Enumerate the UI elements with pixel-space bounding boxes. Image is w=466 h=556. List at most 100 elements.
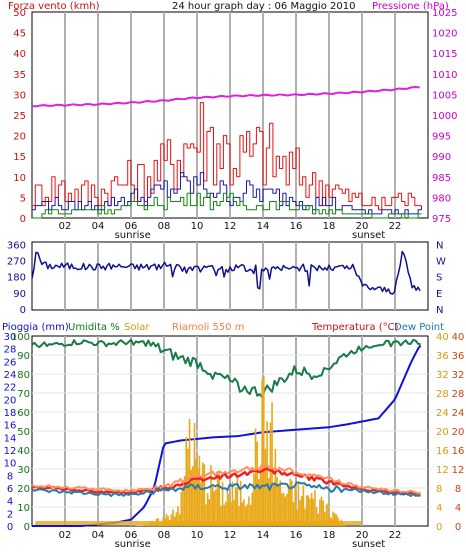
- weather-panel-x-tick: 04: [92, 530, 105, 541]
- pressure-y-tick: 1015: [432, 49, 457, 60]
- solar-bar: [279, 480, 282, 526]
- solar-y-tick: 28: [436, 389, 449, 400]
- humidity-y-tick: 100: [11, 332, 30, 343]
- solar-y-tick: 36: [436, 351, 449, 362]
- weather-panel-x-tick: 20: [356, 530, 369, 541]
- graph-title: 24 hour graph day : 06 Maggio 2010: [172, 1, 355, 12]
- solar-bar: [274, 449, 277, 526]
- wind-panel-x-tick: 20: [356, 221, 369, 232]
- solar-bar: [335, 514, 338, 526]
- solar-bar: [178, 514, 181, 526]
- wind-y-tick: 45: [13, 29, 26, 40]
- solar-bar: [188, 419, 191, 526]
- direction-y-tick: 0: [20, 305, 26, 316]
- rain-y-tick: 20: [4, 395, 17, 406]
- solar-y-tick: 20: [436, 427, 449, 438]
- solar-bar: [223, 504, 225, 526]
- solar-bar: [253, 473, 255, 526]
- wind-y-tick: 20: [13, 132, 26, 143]
- pressure-y-tick: 985: [432, 173, 451, 184]
- solar-bar: [333, 513, 336, 526]
- solar-bar: [305, 495, 308, 526]
- solar-bar: [228, 494, 230, 526]
- solar-bar: [180, 491, 183, 526]
- humidity-y-tick: 10: [17, 503, 30, 514]
- solar-bar: [234, 487, 237, 526]
- wind-y-tick: 10: [13, 173, 26, 184]
- wind-panel-x-tick: 16: [290, 221, 303, 232]
- solar-bar: [282, 492, 285, 526]
- solar-y-tick: 4: [436, 503, 442, 514]
- weather-panel-sunrise-label: sunrise: [115, 539, 151, 550]
- solar-bar: [266, 421, 268, 526]
- wind-panel-x-tick: 04: [92, 221, 105, 232]
- wind-panel-x-tick: 12: [224, 221, 237, 232]
- wind-panel-x-tick: 18: [323, 221, 336, 232]
- solar-bar: [225, 501, 227, 526]
- solar-bar: [213, 491, 216, 526]
- solar-bar: [201, 462, 204, 526]
- solar-bar: [343, 524, 346, 526]
- rain-y-tick: 8: [7, 471, 13, 482]
- solar-bars: [132, 375, 346, 526]
- wind-y-tick: 35: [13, 70, 26, 81]
- pressure-y-tick: 995: [432, 132, 451, 143]
- pressure-y-tick: 1005: [432, 90, 457, 101]
- pressure-y-tick: 1020: [432, 29, 457, 40]
- temperature-y-tick: 32: [452, 370, 465, 381]
- wind-panel-sunrise-label: sunrise: [115, 230, 151, 241]
- solar-bar: [281, 493, 283, 526]
- dew-point-line: [31, 481, 421, 498]
- solar-bar: [221, 482, 224, 526]
- solar-bar: [233, 499, 235, 526]
- temperatura-line: [31, 467, 421, 496]
- temperature-y-tick: 28: [452, 389, 465, 400]
- solar-bar: [215, 489, 217, 526]
- wind-y-tick: 0: [20, 214, 26, 225]
- solar-bar: [310, 493, 313, 526]
- solar-bar: [314, 489, 316, 526]
- solar-bar: [135, 525, 138, 526]
- rain-y-tick: 0: [7, 522, 13, 533]
- solar-bar: [276, 476, 278, 526]
- solar-bar: [218, 472, 221, 526]
- direction-y-tick: 360: [7, 240, 26, 251]
- wind-panel-x-tick: 10: [191, 221, 204, 232]
- temperature-y-tick: 24: [452, 408, 465, 419]
- solar-bar: [319, 499, 321, 526]
- wind-raffica-line: [32, 102, 422, 211]
- solar-bar: [259, 469, 262, 526]
- weather-panel-x-tick: 12: [224, 530, 237, 541]
- solar-bar: [287, 489, 290, 526]
- solar-bar: [277, 483, 280, 526]
- wind-axis-title: Forza vento (kmh): [8, 1, 100, 12]
- solar-bar: [211, 486, 214, 526]
- humidity-y-tick: 80: [17, 370, 30, 381]
- solar-bar: [325, 504, 328, 526]
- solar-y-tick: 0: [436, 522, 442, 533]
- wind-y-tick: 50: [13, 8, 26, 19]
- solar-bar: [144, 524, 146, 526]
- wind-y-tick: 40: [13, 49, 26, 60]
- rain-y-tick: 10: [4, 459, 17, 470]
- solar-bar: [142, 525, 145, 526]
- solar-bar: [307, 495, 310, 526]
- weather-panel-x-tick: 10: [191, 530, 204, 541]
- wind-minima-line: [32, 192, 422, 219]
- solar-bar: [248, 496, 250, 526]
- pressure-y-tick: 1000: [432, 111, 457, 122]
- solar-bar: [140, 525, 143, 526]
- solar-bar: [183, 475, 186, 526]
- windchill-legend: Riamoli 550 m: [172, 322, 244, 333]
- solar-bar: [312, 498, 315, 526]
- solar-bar: [292, 502, 295, 526]
- wind-media-line: [32, 172, 422, 215]
- solar-bar: [272, 483, 275, 526]
- humidity-y-tick: 60: [17, 408, 30, 419]
- solar-bar: [172, 509, 174, 526]
- humidity-y-tick: 20: [17, 484, 30, 495]
- direction-y-tick: 180: [7, 273, 26, 284]
- solar-bar: [205, 504, 207, 526]
- direction-compass-label: S: [436, 273, 442, 284]
- weather-panel-x-tick: 08: [158, 530, 171, 541]
